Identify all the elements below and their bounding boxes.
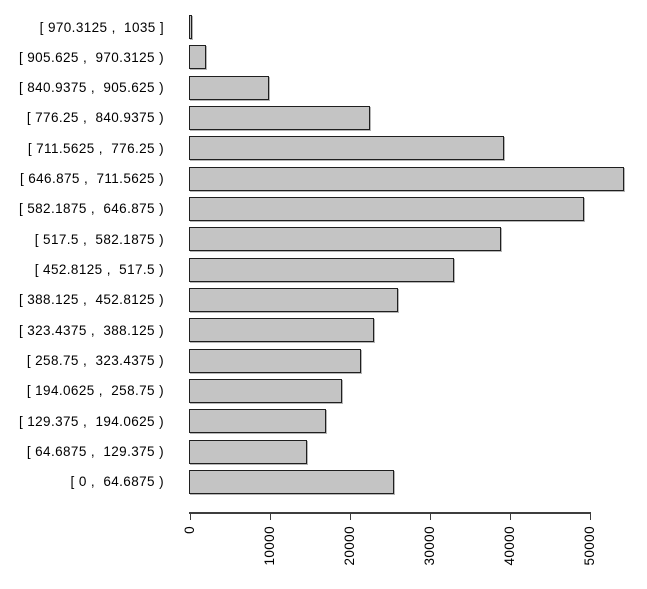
y-axis-label: [ 258.75 , 323.4375 ) [26,353,164,369]
y-axis-label: [ 905.625 , 970.3125 ) [18,49,164,65]
y-axis-label: [ 840.9375 , 905.625 ) [18,80,164,96]
y-axis-label: [ 517.5 , 582.1875 ) [34,231,164,247]
x-axis-tick [509,513,511,520]
x-axis-tick [349,513,352,520]
x-tick-label: 20000 [341,526,357,566]
y-axis-label: [ 582.1875 , 646.875 ) [18,201,164,217]
y-axis-label: [ 194.0625 , 258.75 ) [26,383,164,399]
x-axis-tick [429,513,432,520]
y-axis-label: [ 0 , 64.6875 ) [70,474,164,490]
histogram-bar [189,287,399,312]
y-axis-label: [ 129.375 , 194.0625 ) [18,413,164,429]
y-axis-label: [ 711.5625 , 776.25 ) [27,140,164,156]
histogram-bar [189,318,375,343]
x-axis-line [189,512,591,514]
histogram-bar [189,348,361,373]
x-axis-tick [190,513,192,520]
x-axis-tick [269,513,272,520]
histogram-bar [189,136,504,161]
x-tick-label: 10000 [261,526,277,566]
y-axis-label: [ 970.3125 , 1035 ] [39,19,164,35]
histogram-bar [189,227,501,252]
x-tick-label: 50000 [581,526,597,566]
y-axis-label: [ 323.4375 , 388.125 ) [18,322,164,338]
histogram-bar [189,439,308,464]
histogram-bar [189,75,269,100]
x-axis-tick [589,513,591,520]
histogram-bar [189,409,326,434]
y-axis-label: [ 452.8125 , 517.5 ) [34,262,164,278]
histogram-bar [189,166,625,191]
histogram-bar [189,15,193,39]
x-tick-label: 0 [182,526,197,534]
x-tick-label: 30000 [421,526,437,566]
histogram-bar [189,378,343,403]
histogram-bar [189,469,394,494]
y-axis-label: [ 388.125 , 452.8125 ) [18,292,164,308]
x-tick-label: 40000 [501,526,517,566]
histogram-bar [189,257,455,282]
histogram-bar [189,105,371,130]
y-axis-label: [ 64.6875 , 129.375 ) [26,444,164,460]
y-axis-label: [ 776.25 , 840.9375 ) [26,110,164,126]
histogram-bar [189,45,206,70]
y-axis-label: [ 646.875 , 711.5625 ) [19,171,164,187]
histogram-bar [189,196,584,221]
